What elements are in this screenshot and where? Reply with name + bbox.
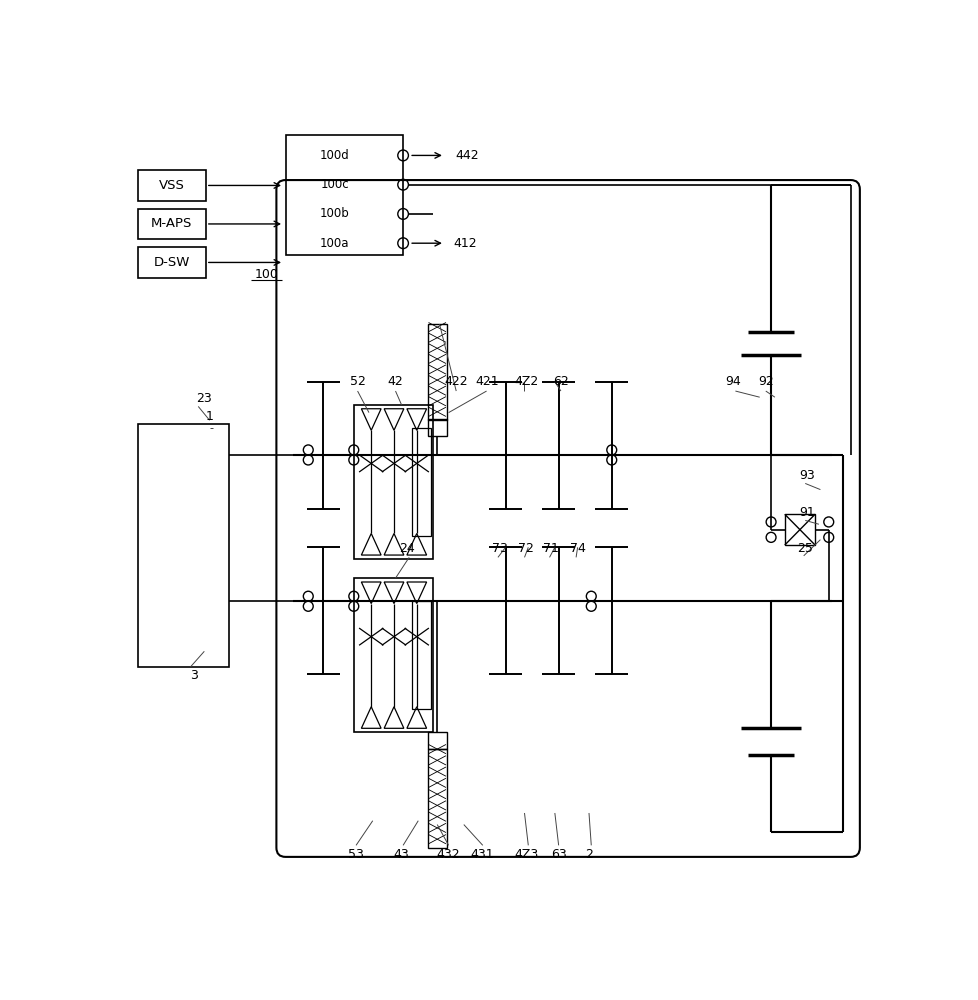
Text: 100d: 100d <box>320 149 349 162</box>
Text: 71: 71 <box>543 542 558 555</box>
Text: 74: 74 <box>569 542 585 555</box>
Bar <box>286 135 403 255</box>
Text: 431: 431 <box>469 848 493 861</box>
Bar <box>137 170 205 201</box>
Text: 73: 73 <box>492 542 508 555</box>
Text: 72: 72 <box>517 542 533 555</box>
Text: 24: 24 <box>399 542 415 555</box>
Text: 4Z2: 4Z2 <box>513 375 538 388</box>
Bar <box>427 324 446 420</box>
Text: 92: 92 <box>757 375 773 388</box>
Text: 63: 63 <box>551 848 566 861</box>
Text: 93: 93 <box>798 469 814 482</box>
Bar <box>137 424 228 667</box>
Text: 1: 1 <box>205 410 213 423</box>
Bar <box>427 732 446 749</box>
Bar <box>137 247 205 278</box>
Text: 4Z3: 4Z3 <box>514 848 538 861</box>
Text: D-SW: D-SW <box>154 256 190 269</box>
Text: 100a: 100a <box>320 237 349 250</box>
Text: 91: 91 <box>798 506 814 519</box>
Text: 100: 100 <box>254 267 278 280</box>
Text: 25: 25 <box>796 542 813 555</box>
Text: 43: 43 <box>393 848 409 861</box>
Text: VSS: VSS <box>158 179 185 192</box>
Text: 3: 3 <box>191 669 199 682</box>
Bar <box>137 209 205 239</box>
Text: 23: 23 <box>197 392 212 405</box>
Text: 100b: 100b <box>320 207 349 220</box>
Bar <box>427 749 446 848</box>
Text: 422: 422 <box>444 375 467 388</box>
Bar <box>412 428 430 536</box>
Text: M-APS: M-APS <box>151 217 193 230</box>
Bar <box>353 578 433 732</box>
Text: 52: 52 <box>349 375 365 388</box>
Text: 42: 42 <box>387 375 403 388</box>
Bar <box>427 419 446 436</box>
Bar <box>353 405 433 559</box>
Text: 53: 53 <box>348 848 364 861</box>
Text: 94: 94 <box>725 375 740 388</box>
Text: 442: 442 <box>456 149 479 162</box>
Bar <box>784 514 815 545</box>
Text: 412: 412 <box>453 237 476 250</box>
Text: 62: 62 <box>553 375 568 388</box>
Bar <box>412 601 430 709</box>
Text: 2: 2 <box>585 848 593 861</box>
Text: 432: 432 <box>436 848 460 861</box>
Text: 100c: 100c <box>320 178 349 191</box>
Text: 421: 421 <box>475 375 499 388</box>
